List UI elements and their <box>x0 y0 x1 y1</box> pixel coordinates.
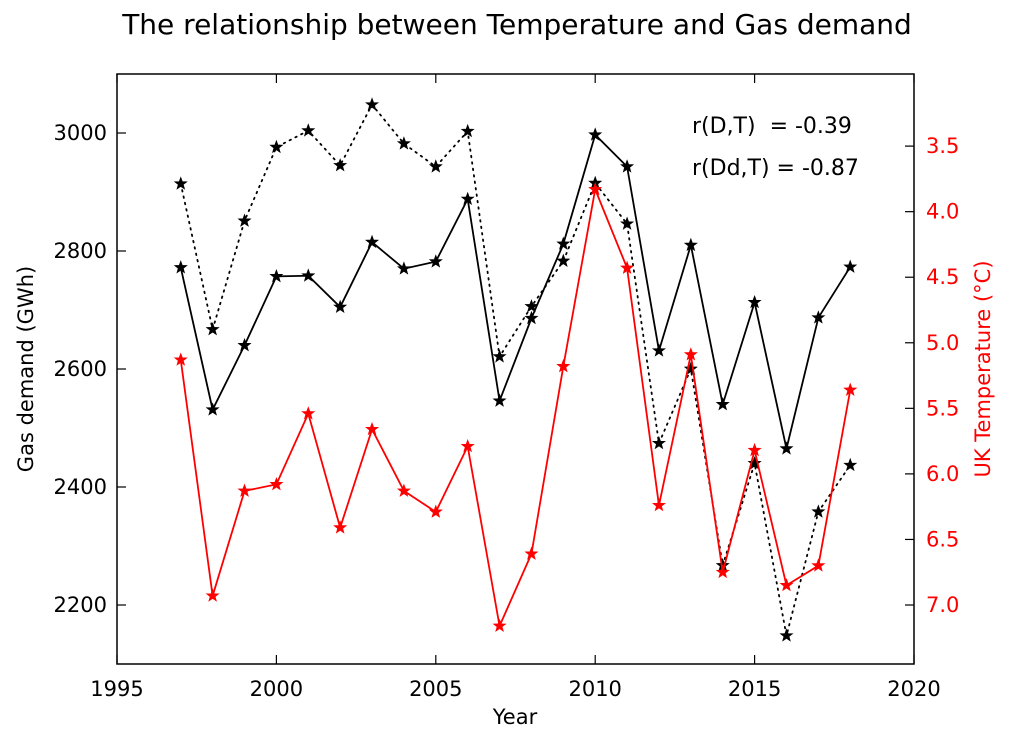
series-0-point <box>205 402 220 416</box>
series-0-point <box>492 393 507 407</box>
y-axis-left-label: Gas demand (GWh) <box>14 266 38 472</box>
series-line-0 <box>179 133 852 449</box>
series-0-point <box>396 261 411 275</box>
series-2-point <box>683 347 698 361</box>
series-0-point <box>269 269 284 283</box>
series-1-point <box>811 504 826 518</box>
series-0-point <box>460 191 475 206</box>
series-0-point <box>811 310 826 324</box>
y-right-tick-label: 5.5 <box>926 396 959 420</box>
series-0-point <box>556 236 571 250</box>
y-left-tick-label: 2200 <box>54 593 107 617</box>
series-2-point <box>237 483 252 497</box>
x-tick-label: 2020 <box>887 677 940 701</box>
series-2-point <box>365 421 380 436</box>
series-1-point <box>556 253 571 267</box>
series-0-point <box>365 234 380 249</box>
series-1-point <box>173 176 188 190</box>
series-0-point <box>747 294 762 309</box>
series-1-point <box>205 322 220 336</box>
x-tick-label: 2005 <box>409 677 462 701</box>
series-0-point <box>715 397 730 411</box>
series-0-point <box>779 441 794 455</box>
series-1-point <box>301 123 316 137</box>
y-axis-right-label: UK Temperature (°C) <box>971 260 995 477</box>
series-0-point <box>301 268 316 282</box>
series-1-point <box>460 123 475 138</box>
y-right-tick-label: 5.0 <box>926 331 959 355</box>
series-2-point <box>492 618 507 632</box>
series-2-point <box>747 442 762 457</box>
correlation-annotation-d: r(D,T) = -0.39 <box>692 114 852 139</box>
y-axis-right: 3.5 4.0 4.5 5.0 5.5 6.0 6.5 7.0 <box>905 134 959 617</box>
y-right-tick-label: 6.0 <box>926 462 959 486</box>
x-axis-label: Year <box>492 705 538 729</box>
series-2-point <box>715 564 730 579</box>
series-0-point <box>173 260 188 274</box>
series-2-point <box>269 477 284 491</box>
series-1-point <box>396 136 411 150</box>
x-tick-label: 2010 <box>568 677 621 701</box>
series-0-point <box>588 127 603 141</box>
series-2-point <box>779 577 794 592</box>
series-1-point <box>237 213 252 227</box>
series-1-point <box>333 158 348 172</box>
series-2-point <box>524 546 539 560</box>
series-0-point <box>683 237 698 252</box>
y-left-tick-label: 2400 <box>54 475 107 499</box>
series-2-point <box>301 406 316 420</box>
series-2-point <box>205 588 220 602</box>
series-2-point <box>588 182 603 196</box>
series-2-point <box>460 438 475 453</box>
x-tick-label: 1995 <box>90 677 143 701</box>
chart-title: The relationship between Temperature and… <box>121 8 912 41</box>
series-layer <box>173 97 858 642</box>
series-1-point <box>779 628 794 642</box>
y-right-tick-label: 7.0 <box>926 593 959 617</box>
x-tick-label: 2015 <box>728 677 781 701</box>
y-left-tick-label: 3000 <box>54 121 107 145</box>
series-2-point <box>333 520 348 534</box>
y-right-tick-label: 4.5 <box>926 265 959 289</box>
series-1-point <box>524 299 539 313</box>
series-2-point <box>843 382 858 396</box>
series-1-point <box>365 97 380 111</box>
series-line-2 <box>179 186 852 630</box>
x-axis: 1995 2000 2005 2010 2015 2020 <box>90 74 941 701</box>
y-right-tick-label: 4.0 <box>926 200 959 224</box>
series-2-point <box>173 352 188 366</box>
series-0-point <box>620 159 635 173</box>
series-0-point <box>428 254 443 268</box>
series-1-point <box>747 456 762 470</box>
y-right-tick-label: 3.5 <box>926 134 959 158</box>
series-2-point <box>811 558 826 572</box>
series-0-point <box>843 259 858 273</box>
y-left-tick-label: 2600 <box>54 357 107 381</box>
series-2-point <box>428 504 443 518</box>
series-1-point <box>651 435 666 450</box>
series-0-point <box>651 343 666 357</box>
series-1-point <box>492 349 507 363</box>
series-2-point <box>651 497 666 512</box>
series-0-point <box>333 299 348 314</box>
series-1-point <box>843 457 858 472</box>
correlation-annotation-dd: r(Dd,T) = -0.87 <box>692 156 859 181</box>
x-tick-label: 2000 <box>250 677 303 701</box>
series-1-point <box>428 159 443 173</box>
series-1-point <box>620 216 635 230</box>
y-axis-left: 2200 2400 2600 2800 3000 <box>54 121 126 617</box>
series-1-point <box>269 139 284 154</box>
series-line-1 <box>179 103 852 636</box>
y-left-tick-label: 2800 <box>54 239 107 263</box>
series-2-point <box>620 260 635 275</box>
series-0-point <box>237 338 252 352</box>
series-0-point <box>524 310 539 325</box>
y-right-tick-label: 6.5 <box>926 527 959 551</box>
series-1-point <box>683 361 698 375</box>
series-2-point <box>556 359 571 373</box>
series-2-point <box>396 483 411 497</box>
